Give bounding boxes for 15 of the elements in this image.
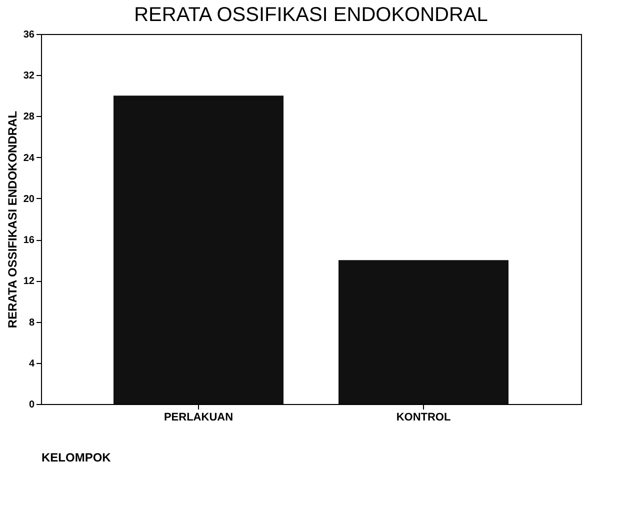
y-axis-title: RERATA OSSIFIKASI ENDOKONDRAL [5,110,20,328]
chart-title: RERATA OSSIFIKASI ENDOKONDRAL [134,4,488,26]
y-tick-label: 8 [28,317,35,328]
y-tick-label: 20 [23,194,35,205]
x-tick-label: KONTROL [396,412,451,424]
y-tick-label: 12 [23,276,35,288]
y-tick-label: 36 [23,30,35,40]
y-tick-label: 28 [23,112,35,123]
x-axis-title: KELOMPOK [42,450,112,464]
y-tick-label: 0 [28,400,35,410]
y-tick-label: 24 [23,152,35,164]
y-tick-label: 4 [28,358,35,370]
x-tick-label: PERLAKUAN [164,412,234,424]
y-tick-label: 16 [23,235,35,246]
y-tick-label: 32 [23,70,35,82]
